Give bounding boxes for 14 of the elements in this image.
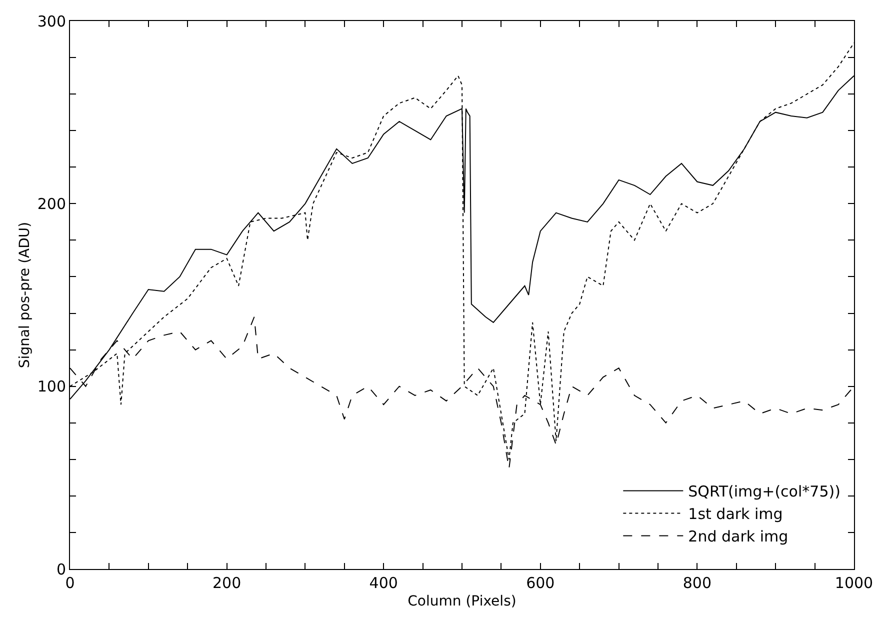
x-tick-label: 800	[682, 574, 712, 592]
x-tick-label: 200	[212, 574, 242, 592]
x-tick-label: 600	[526, 574, 555, 592]
x-tick-label: 1000	[834, 574, 874, 592]
y-tick-label: 300	[37, 12, 66, 30]
y-tick-label: 0	[56, 560, 66, 578]
legend-label: SQRT(img+(col*75))	[688, 482, 840, 501]
y-tick-label: 200	[37, 194, 66, 213]
y-tick-label: 100	[37, 378, 66, 396]
y-axis-title: Signal pos-pre (ADU)	[16, 222, 33, 368]
x-tick-label: 400	[369, 574, 398, 592]
legend-label: 2nd dark img	[688, 528, 788, 546]
x-axis-title: Column (Pixels)	[408, 593, 516, 610]
legend-label: 1st dark img	[688, 505, 783, 524]
